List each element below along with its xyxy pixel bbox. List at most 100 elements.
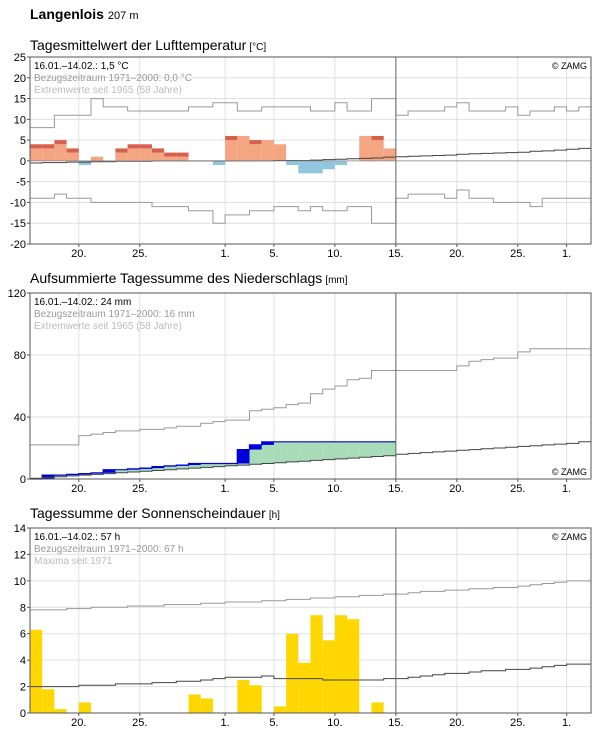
temperature-credit: © ZAMG <box>552 61 587 71</box>
precip-diff-fill <box>273 441 287 463</box>
temperature-ytick-label: 10 <box>14 114 26 126</box>
station-name: Langenlois <box>30 6 104 22</box>
sunshine-xtick-label: 1. <box>221 717 230 729</box>
sunshine-bar <box>310 615 323 713</box>
temperature-ytick-label: 25 <box>14 52 26 64</box>
temperature-xtick-label: 1. <box>221 248 230 260</box>
temperature-unit: [°C] <box>249 42 267 53</box>
sunshine-unit: [h] <box>268 510 280 521</box>
precipitation-increment-bar <box>237 449 250 464</box>
temperature-bar <box>66 152 79 161</box>
temperature-info-line: Extremwerte seit 1965 (58 Jahre) <box>34 85 182 96</box>
precip-diff-fill <box>225 463 238 466</box>
temperature-chart-title: Tagesmittelwert der Lufttemperatur [°C] <box>30 37 266 53</box>
sunshine-bar <box>188 694 201 713</box>
precipitation-xtick-label: 1. <box>221 483 230 495</box>
temperature-bar <box>139 148 152 161</box>
precipitation-xtick-label: 15. <box>388 483 403 495</box>
sunshine-bar <box>30 629 43 713</box>
sunshine-bar <box>273 706 287 713</box>
station-altitude: 207 m <box>107 10 139 22</box>
temperature-bar <box>42 148 55 161</box>
precipitation-xtick-label: 5. <box>269 483 278 495</box>
sunshine-ytick-label: 2 <box>20 682 26 694</box>
sunshine-ytick-label: 0 <box>20 708 26 720</box>
temperature-bar <box>151 152 165 161</box>
precipitation-xtick-label: 20. <box>71 483 86 495</box>
precip-diff-fill <box>322 441 335 460</box>
sunshine-bar <box>200 698 213 713</box>
precipitation-increment-bar <box>249 444 262 450</box>
temperature-bar <box>225 140 238 161</box>
temperature-max-line <box>30 98 591 129</box>
sunshine-bar <box>322 640 335 713</box>
temperature-bar <box>115 152 128 161</box>
temperature-bar <box>261 140 274 161</box>
temperature-bar <box>249 144 262 161</box>
sunshine-xtick-label: 25. <box>132 717 147 729</box>
temperature-bar <box>298 160 311 174</box>
sunshine-normal-line <box>30 663 591 688</box>
sunshine-chart: 0 2 4 6 8 10 12 14 20. 25. 1. 5. 10. 15. 20. 25. 1. 16.01… <box>14 523 592 729</box>
sunshine-xtick-label: 5. <box>269 717 278 729</box>
sunshine-bar <box>347 619 360 713</box>
precipitation-credit: © ZAMG <box>552 467 587 477</box>
precip-diff-fill <box>127 468 140 473</box>
sunshine-ytick-label: 12 <box>14 549 26 561</box>
sunshine-bar <box>286 633 299 713</box>
temperature-xtick-label: 15. <box>388 248 403 260</box>
precipitation-increment-bar <box>176 465 189 466</box>
precipitation-ytick-label: 120 <box>8 288 26 300</box>
sunshine-title-text: Tagessumme der Sonnenscheindauer <box>30 505 266 521</box>
temperature-ytick-label: -20 <box>10 239 26 251</box>
sunshine-xtick-label: 15. <box>388 717 403 729</box>
precip-diff-fill <box>249 444 262 465</box>
sunshine-credit: © ZAMG <box>552 532 587 542</box>
temperature-bar-peak <box>176 152 189 157</box>
temperature-bar <box>286 160 299 166</box>
temperature-info-line: 16.01.–14.02.: 1,5 °C <box>34 61 129 72</box>
sunshine-xtick-label: 25. <box>510 717 525 729</box>
sunshine-frame <box>29 527 592 714</box>
sunshine-info-line: Bezugszeitraum 1971–2000: 67 h <box>34 544 184 555</box>
precip-diff-fill <box>347 441 360 459</box>
temperature-bar <box>334 160 348 166</box>
precipitation-max-line <box>30 348 591 446</box>
temperature-bar <box>212 160 226 166</box>
sunshine-bar <box>298 662 311 713</box>
sunshine-xtick-label: 1. <box>562 717 571 729</box>
precipitation-ytick-label: 40 <box>14 412 26 424</box>
temperature-bar-peak <box>151 148 165 153</box>
temperature-bar-peak <box>30 144 43 149</box>
precipitation-increment-bar <box>127 468 140 470</box>
temperature-bar <box>164 156 177 161</box>
temperature-ytick-label: -5 <box>16 177 26 189</box>
precip-diff-fill <box>359 441 372 458</box>
sunshine-max-line <box>30 580 591 611</box>
temperature-bar-peak <box>139 144 152 149</box>
precip-diff-fill <box>176 465 189 469</box>
precip-diff-fill <box>310 441 323 461</box>
precipitation-info-line: Extremwerte seit 1965 (58 Jahre) <box>34 321 182 332</box>
precip-diff-fill <box>54 475 67 477</box>
sunshine-ytick-label: 14 <box>14 523 26 535</box>
sunshine-xtick-label: 20. <box>71 717 86 729</box>
temperature-xtick-label: 10. <box>327 248 342 260</box>
temperature-ytick-label: -15 <box>10 218 26 230</box>
precipitation-increment-bar <box>90 472 104 474</box>
precipitation-increment-bar <box>66 474 79 476</box>
precip-diff-fill <box>200 463 213 468</box>
precipitation-increment-bar <box>103 469 116 473</box>
precip-diff-fill <box>164 465 177 470</box>
sunshine-info-line: 16.01.–14.02.: 57 h <box>34 532 120 543</box>
sunshine-bar <box>334 615 348 713</box>
temperature-bar <box>78 160 91 166</box>
precipitation-xtick-label: 20. <box>449 483 464 495</box>
temperature-xtick-label: 20. <box>449 248 464 260</box>
precip-diff-fill <box>261 441 274 464</box>
sunshine-bar <box>371 702 384 713</box>
precip-diff-fill <box>115 469 128 473</box>
sunshine-info-line: Maxima seit 1971 <box>34 556 113 567</box>
precip-diff-fill <box>298 441 311 462</box>
sunshine-xtick-label: 20. <box>449 717 464 729</box>
